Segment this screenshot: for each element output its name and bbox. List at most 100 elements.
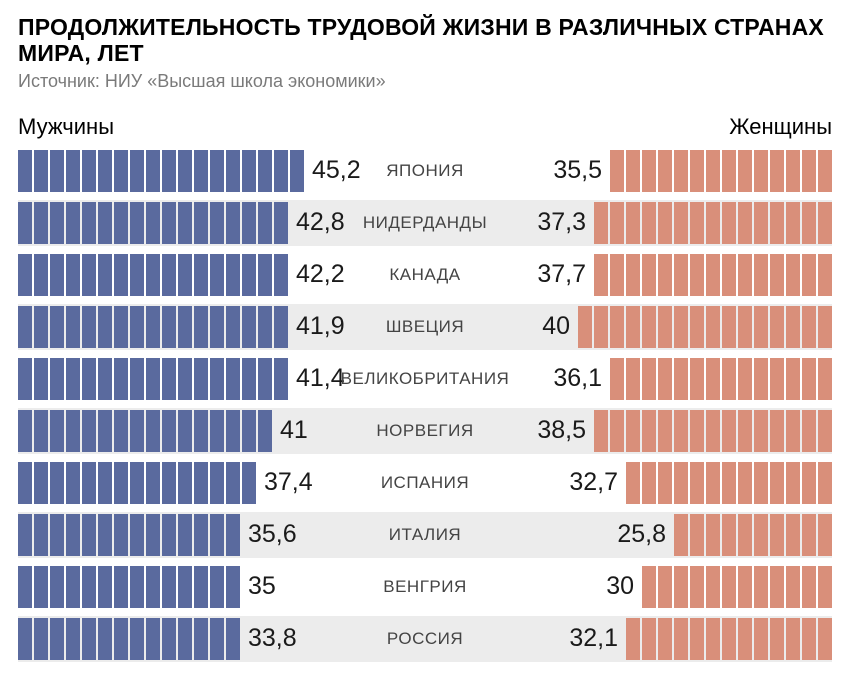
bar-segment xyxy=(82,462,96,504)
bar-segment xyxy=(210,410,224,452)
men-bar xyxy=(18,410,272,452)
men-bar xyxy=(18,202,288,244)
bar-segment xyxy=(818,618,832,660)
bar-segment xyxy=(178,358,192,400)
bar-segment xyxy=(674,618,688,660)
bar-segment xyxy=(642,202,656,244)
bar-segment xyxy=(50,254,64,296)
bar-segment xyxy=(34,514,48,556)
bar-segment xyxy=(34,618,48,660)
bar-segment xyxy=(610,410,624,452)
bar-segment xyxy=(226,618,240,660)
bar-segment xyxy=(226,358,240,400)
men-value: 41,4 xyxy=(296,364,345,393)
bar-segment xyxy=(738,462,752,504)
bar-segment xyxy=(146,462,160,504)
bar-segment xyxy=(130,462,144,504)
bar-segment xyxy=(98,462,112,504)
men-bar xyxy=(18,358,288,400)
men-bar xyxy=(18,462,256,504)
bar-segment xyxy=(130,306,144,348)
country-label: РОССИЯ xyxy=(387,629,463,649)
bar-segment xyxy=(674,150,688,192)
bar-segment xyxy=(786,150,800,192)
bar-segment xyxy=(210,618,224,660)
bar-segment xyxy=(658,150,672,192)
bar-segment xyxy=(770,254,784,296)
bar-segment xyxy=(114,306,128,348)
bar-segment xyxy=(722,254,736,296)
country-label: ШВЕЦИЯ xyxy=(386,317,464,337)
header-row: Мужчины Женщины xyxy=(18,114,832,140)
bar-segment xyxy=(130,618,144,660)
bar-segment xyxy=(642,150,656,192)
women-bar xyxy=(594,410,832,452)
bar-segment xyxy=(722,566,736,608)
bar-segment xyxy=(818,514,832,556)
bar-segment xyxy=(210,150,224,192)
bar-segment xyxy=(114,254,128,296)
bar-segment xyxy=(66,462,80,504)
bar-segment xyxy=(66,358,80,400)
bar-segment xyxy=(786,514,800,556)
bar-segment xyxy=(114,462,128,504)
bar-segment xyxy=(66,566,80,608)
bar-segment xyxy=(50,618,64,660)
bar-segment xyxy=(50,514,64,556)
bar-segment xyxy=(754,254,768,296)
bar-segment xyxy=(178,202,192,244)
bar-segment xyxy=(818,462,832,504)
bar-segment xyxy=(162,306,176,348)
women-bar xyxy=(594,254,832,296)
bar-segment xyxy=(802,410,816,452)
bar-segment xyxy=(818,254,832,296)
bar-segment xyxy=(18,202,32,244)
chart-title: ПРОДОЛЖИТЕЛЬНОСТЬ ТРУДОВОЙ ЖИЗНИ В РАЗЛИ… xyxy=(18,14,832,67)
bar-segment xyxy=(818,150,832,192)
bar-segment xyxy=(50,410,64,452)
bar-segment xyxy=(626,410,640,452)
bar-segment xyxy=(706,358,720,400)
bar-segment xyxy=(146,202,160,244)
bar-segment xyxy=(66,254,80,296)
bar-segment xyxy=(818,410,832,452)
bar-segment xyxy=(658,358,672,400)
bar-segment xyxy=(242,306,256,348)
bar-segment xyxy=(82,410,96,452)
bar-segment xyxy=(146,150,160,192)
bar-segment xyxy=(786,306,800,348)
bar-segment xyxy=(706,306,720,348)
bar-segment xyxy=(722,150,736,192)
bar-segment xyxy=(130,566,144,608)
women-bar xyxy=(610,358,832,400)
bar-segment xyxy=(594,254,608,296)
bar-segment xyxy=(34,566,48,608)
bar-segment xyxy=(642,254,656,296)
bar-segment xyxy=(786,618,800,660)
bar-segment xyxy=(626,254,640,296)
women-bar xyxy=(626,618,832,660)
bar-segment xyxy=(674,202,688,244)
bar-segment xyxy=(18,254,32,296)
bar-segment xyxy=(274,306,288,348)
bar-segment xyxy=(706,410,720,452)
bar-segment xyxy=(82,358,96,400)
bar-segment xyxy=(34,150,48,192)
bar-segment xyxy=(98,618,112,660)
bar-segment xyxy=(82,566,96,608)
bar-segment xyxy=(802,566,816,608)
bar-segment xyxy=(82,618,96,660)
bar-segment xyxy=(802,150,816,192)
bar-segment xyxy=(738,358,752,400)
bar-segment xyxy=(802,514,816,556)
men-value: 42,2 xyxy=(296,260,345,289)
bar-segment xyxy=(82,202,96,244)
men-value: 33,8 xyxy=(248,624,297,653)
bar-segment xyxy=(626,306,640,348)
bar-segment xyxy=(226,150,240,192)
bar-segment xyxy=(162,514,176,556)
bar-segment xyxy=(98,410,112,452)
bar-segment xyxy=(50,306,64,348)
bar-segment xyxy=(738,514,752,556)
bar-segment xyxy=(658,254,672,296)
